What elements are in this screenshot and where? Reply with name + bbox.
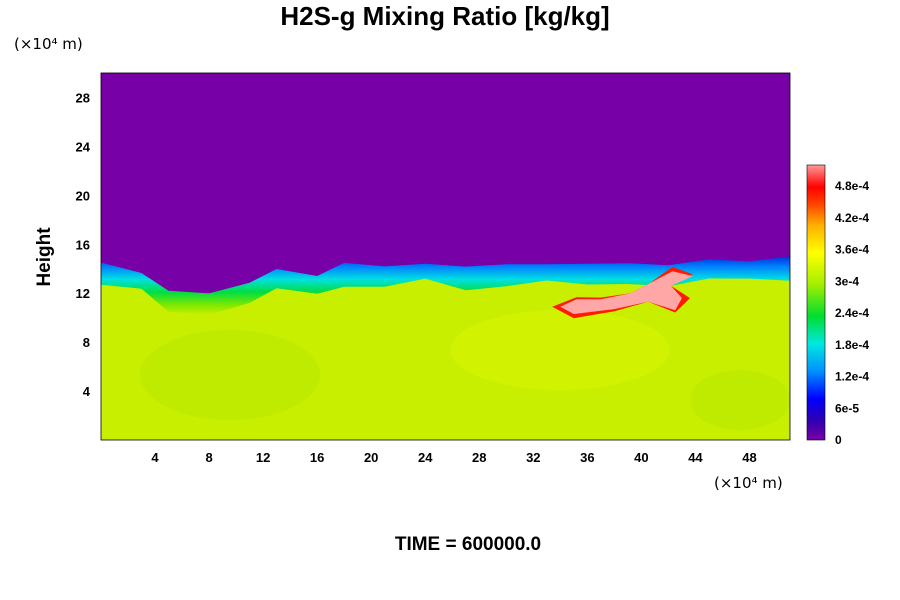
y-tick-label: 28 [76, 90, 90, 105]
x-tick-label: 4 [151, 450, 159, 465]
colorbar [806, 164, 826, 441]
y-axis-ticks: 4 8 12 16 20 24 28 [76, 90, 91, 399]
y-axis-unit: (×10⁴ m) [14, 35, 83, 53]
colorbar-tick-label: 3e-4 [835, 274, 859, 288]
colorbar-tick-label: 6e-5 [835, 401, 859, 415]
colorbar-tick-label: 1.2e-4 [835, 370, 869, 384]
x-axis-ticks: 4 8 12 16 20 24 28 32 36 40 44 48 [151, 450, 756, 465]
lower-patch [450, 310, 670, 390]
y-tick-label: 12 [76, 286, 90, 301]
colorbar-tick-label: 4.8e-4 [835, 179, 869, 193]
plot-frame [100, 72, 791, 441]
plot-area [101, 73, 790, 440]
y-axis-label: Height [34, 227, 55, 287]
x-tick-label: 12 [256, 450, 270, 465]
x-tick-label: 8 [205, 450, 212, 465]
x-axis-unit: (×10⁴ m) [714, 474, 783, 492]
lower-patch [140, 330, 320, 420]
x-tick-label: 16 [310, 450, 324, 465]
y-tick-label: 4 [83, 384, 91, 399]
y-tick-label: 24 [76, 139, 91, 154]
plume-core [560, 271, 693, 314]
colorbar-tick-label: 3.6e-4 [835, 243, 869, 257]
x-tick-label: 44 [688, 450, 703, 465]
y-tick-label: 8 [83, 335, 90, 350]
colorbar-ticks: 0 6e-5 1.2e-4 1.8e-4 2.4e-4 3e-4 3.6e-4 4.2e-4 4… [835, 179, 869, 447]
x-tick-label: 48 [742, 450, 756, 465]
x-tick-label: 36 [580, 450, 594, 465]
y-tick-label: 20 [76, 188, 90, 203]
colorbar-tick-label: 0 [835, 433, 842, 447]
colorbar-tick-label: 2.4e-4 [835, 306, 869, 320]
x-tick-label: 24 [418, 450, 433, 465]
x-tick-label: 32 [526, 450, 540, 465]
x-tick-label: 40 [634, 450, 648, 465]
chart-title: H2S-g Mixing Ratio [kg/kg] [280, 1, 609, 31]
colorbar-tick-label: 1.8e-4 [835, 338, 869, 352]
y-tick-label: 16 [76, 237, 90, 252]
x-tick-label: 28 [472, 450, 486, 465]
upper-region [101, 73, 790, 294]
lower-patch [690, 370, 790, 430]
time-label: TIME = 600000.0 [395, 534, 541, 555]
colorbar-tick-label: 4.2e-4 [835, 211, 869, 225]
x-tick-label: 20 [364, 450, 378, 465]
